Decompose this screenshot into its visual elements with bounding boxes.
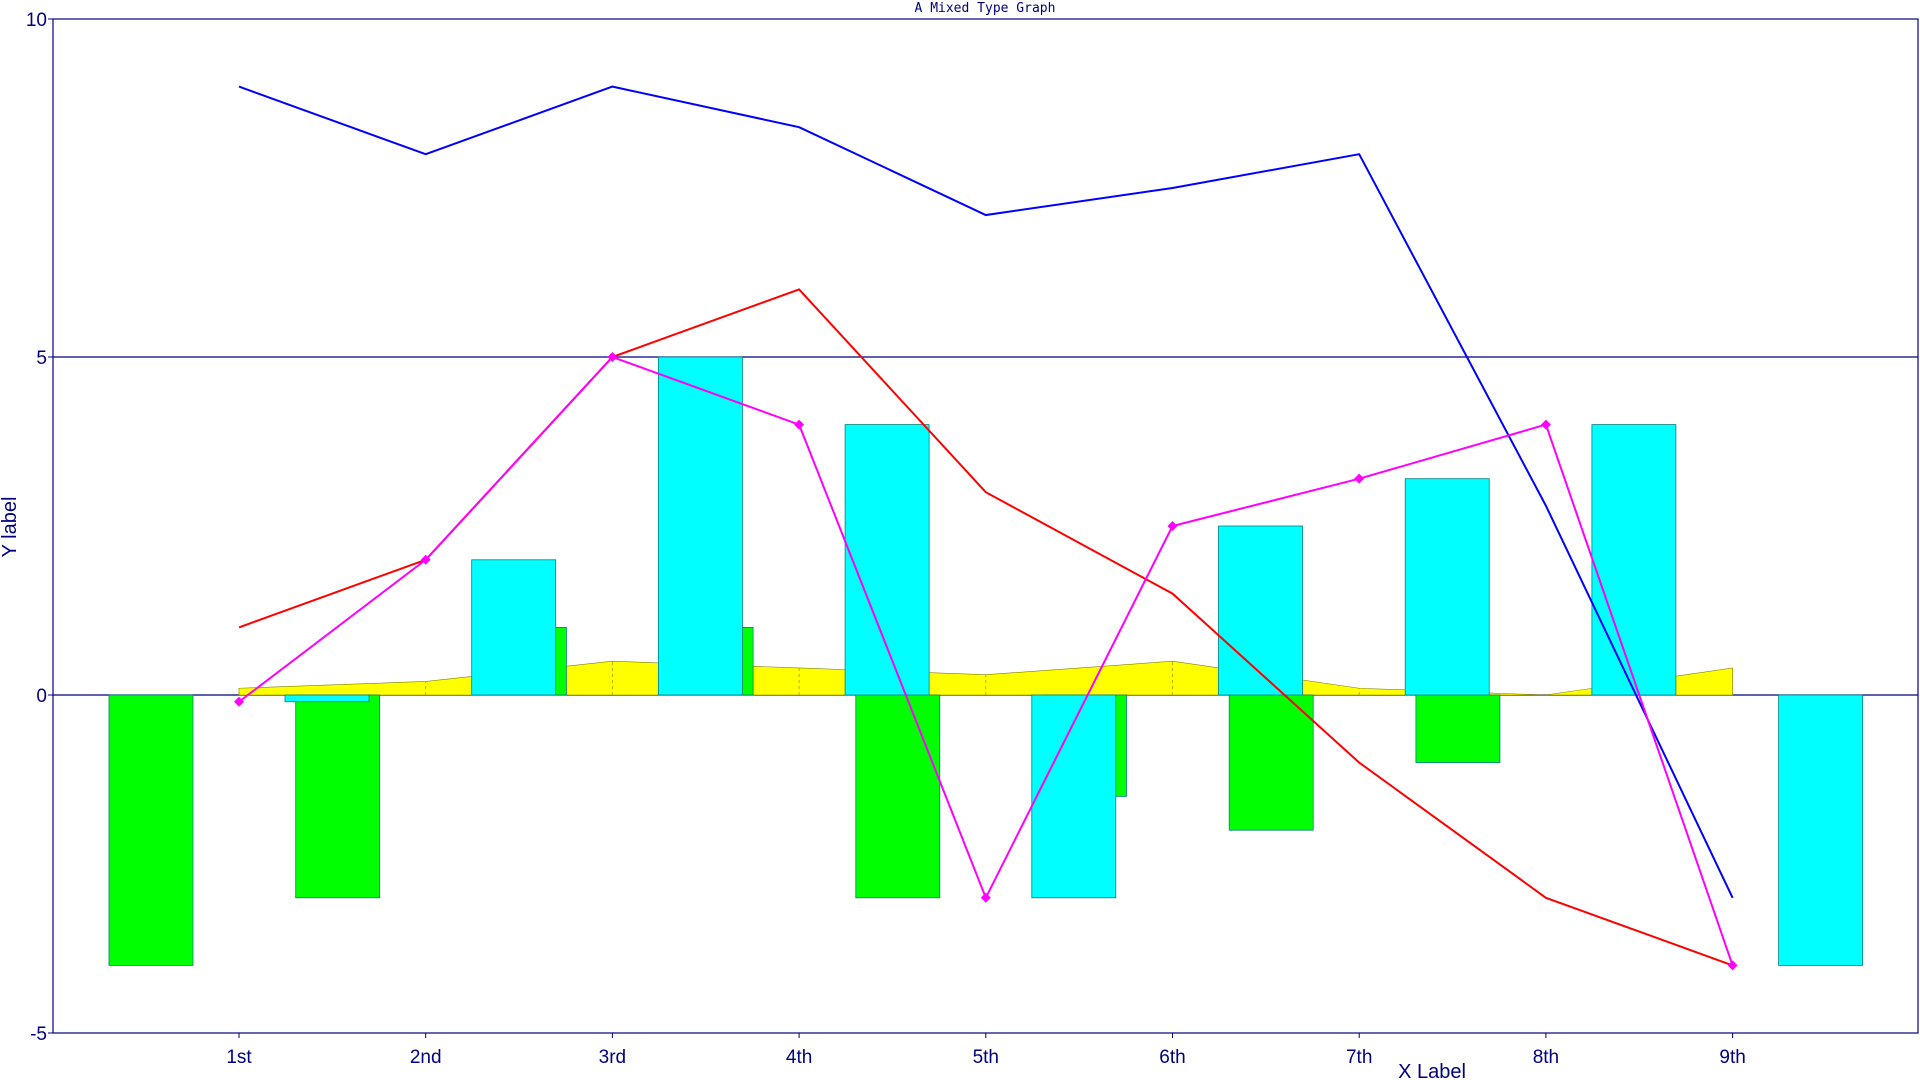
- plot-area: -5 0 5 10 1st 2nd 3rd 4th 5th 6th 7th 8th 9th: [26, 10, 1919, 1068]
- line-point: [980, 892, 991, 903]
- bar: [1591, 424, 1677, 696]
- line-point: [234, 696, 244, 707]
- bar: [1778, 694, 1863, 966]
- bar: [658, 356, 743, 696]
- bar: [1218, 525, 1303, 696]
- line-point: [1540, 419, 1551, 430]
- bar: [1404, 478, 1490, 696]
- x-tick-label: 1st: [226, 1047, 252, 1068]
- y-tick-label: 5: [36, 348, 47, 369]
- x-tick-label: 8th: [1533, 1047, 1559, 1068]
- x-tick-label: 9th: [1719, 1047, 1745, 1068]
- line-series: [238, 85, 1734, 899]
- y-tick-label: -5: [30, 1024, 47, 1045]
- x-tick-label: 4th: [786, 1047, 812, 1068]
- y-axis-label: Y label: [0, 497, 21, 558]
- bar: [295, 694, 381, 899]
- area-series: [238, 660, 1733, 696]
- line-point: [1354, 473, 1365, 484]
- bar: [1031, 694, 1117, 899]
- bar: [284, 694, 370, 703]
- x-tick-label: 6th: [1159, 1047, 1185, 1068]
- x-tick-label: 7th: [1346, 1047, 1372, 1068]
- x-tick-label: 3rd: [599, 1047, 626, 1068]
- bar: [1228, 694, 1314, 831]
- y-tick-label: 0: [36, 686, 47, 707]
- line-series: [238, 355, 1734, 966]
- bar: [844, 424, 930, 696]
- y-tick-label: 10: [26, 10, 47, 31]
- bar: [471, 559, 557, 696]
- bar: [855, 694, 941, 899]
- x-axis-label: X Label: [1398, 1061, 1466, 1080]
- chart-title: A Mixed Type Graph: [915, 1, 1056, 16]
- bar: [108, 694, 194, 966]
- line-point: [794, 419, 805, 430]
- line-point: [1727, 960, 1738, 971]
- bar: [1415, 694, 1501, 763]
- x-tick-label: 5th: [973, 1047, 999, 1068]
- line-point: [607, 352, 618, 362]
- line-point: [1167, 521, 1178, 531]
- x-tick-label: 2nd: [410, 1047, 442, 1068]
- line-point: [420, 554, 431, 565]
- line-series: [238, 288, 1733, 967]
